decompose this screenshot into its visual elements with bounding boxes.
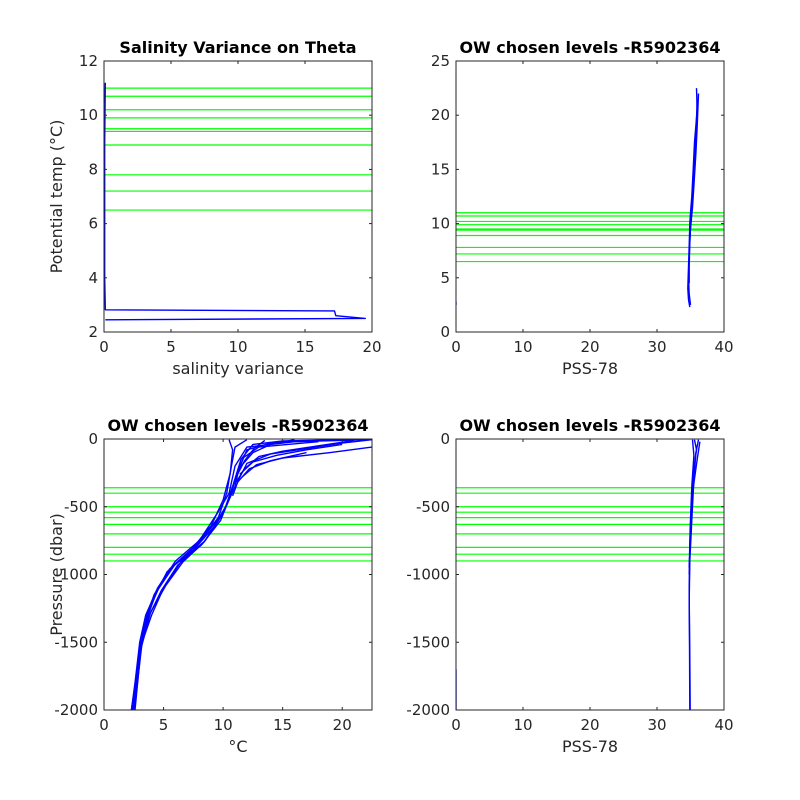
- chart-title: Salinity Variance on Theta: [119, 38, 356, 57]
- y-tick-label: -1500: [406, 633, 450, 651]
- x-axis-label: salinity variance: [172, 359, 303, 378]
- axes-box: [103, 60, 373, 333]
- y-tick-label: 25: [431, 52, 450, 70]
- profile-line: [241, 446, 372, 478]
- y-tick-label: 10: [79, 106, 98, 124]
- chart-title: OW chosen levels -R5902364: [107, 416, 368, 435]
- y-tick-label: 0: [440, 430, 450, 448]
- profile-line: [239, 443, 343, 475]
- x-tick-label: 0: [451, 338, 461, 356]
- y-tick-label: -1000: [54, 566, 98, 584]
- y-tick-label: 0: [88, 430, 98, 448]
- axes-box: [455, 60, 725, 333]
- panel-3: 0 5 10 15 20 -2000 -1500 -1000 -500 0 OW chosen le…: [47, 416, 373, 756]
- x-tick-label: 20: [580, 338, 599, 356]
- y-tick-label: 2: [88, 323, 98, 341]
- y-tick-label: 15: [431, 160, 450, 178]
- x-tick-label: 20: [580, 716, 599, 734]
- x-axis-label: °C: [228, 737, 247, 756]
- y-axis-label: Pressure (dbar): [47, 513, 66, 636]
- plot-area: [104, 439, 372, 710]
- plot-area: [456, 439, 724, 710]
- x-tick-label: 10: [513, 338, 532, 356]
- x-tick-label: 30: [647, 338, 666, 356]
- x-tick-label: 30: [647, 716, 666, 734]
- profile-line: [130, 519, 218, 710]
- y-tick-label: 6: [88, 215, 98, 233]
- profile-line: [688, 98, 698, 284]
- profile-line: [687, 88, 698, 308]
- x-tick-label: 5: [166, 338, 176, 356]
- y-tick-label: 12: [79, 52, 98, 70]
- plot-area: [104, 82, 372, 321]
- x-axis-label: PSS-78: [562, 359, 618, 378]
- panel-2: 0 10 20 30 40 0 5 10 15 20 25 OW chosen levels -R59…: [431, 38, 734, 378]
- x-tick-label: 0: [99, 338, 109, 356]
- x-tick-label: 0: [99, 716, 109, 734]
- profile-line: [235, 439, 266, 478]
- y-tick-label: 8: [88, 160, 98, 178]
- y-tick-label: -1500: [54, 633, 98, 651]
- x-tick-label: 40: [714, 338, 733, 356]
- profile-line: [131, 439, 248, 710]
- panel-4: 0 10 20 30 40 -2000 -1500 -1000 -500 0 OW chosen l…: [406, 416, 733, 756]
- y-tick-label: 4: [88, 269, 98, 287]
- profile-line: [236, 451, 307, 483]
- x-tick-label: 5: [159, 716, 169, 734]
- x-tick-label: 20: [362, 338, 381, 356]
- x-tick-label: 15: [295, 338, 314, 356]
- y-tick-label: -2000: [54, 701, 98, 719]
- profile-line: [133, 441, 319, 710]
- y-tick-label: 10: [431, 215, 450, 233]
- axes-box: [455, 438, 725, 711]
- x-tick-label: 10: [214, 716, 233, 734]
- y-tick-label: 5: [440, 269, 450, 287]
- y-tick-label: -2000: [406, 701, 450, 719]
- x-tick-label: 10: [513, 716, 532, 734]
- x-tick-label: 10: [228, 338, 247, 356]
- y-tick-label: -500: [64, 498, 98, 516]
- y-tick-label: 20: [431, 106, 450, 124]
- chart-title: OW chosen levels -R5902364: [459, 38, 720, 57]
- x-tick-label: 40: [714, 716, 733, 734]
- plot-area: [456, 88, 724, 308]
- profile-line: [134, 439, 234, 697]
- x-tick-label: 15: [273, 716, 292, 734]
- x-tick-label: 20: [333, 716, 352, 734]
- profile-line: [104, 82, 366, 321]
- y-tick-label: 0: [440, 323, 450, 341]
- y-tick-label: -500: [416, 498, 450, 516]
- profile-line: [688, 439, 695, 568]
- y-axis-label: Potential temp (°C): [47, 120, 66, 274]
- chart-title: OW chosen levels -R5902364: [459, 416, 720, 435]
- profile-line: [134, 514, 223, 710]
- x-tick-label: 0: [451, 716, 461, 734]
- x-axis-label: PSS-78: [562, 737, 618, 756]
- y-tick-label: -1000: [406, 566, 450, 584]
- panel-1: 0 5 10 15 20 2 4 6 8 10 12 Salinity Variance on The…: [47, 38, 382, 378]
